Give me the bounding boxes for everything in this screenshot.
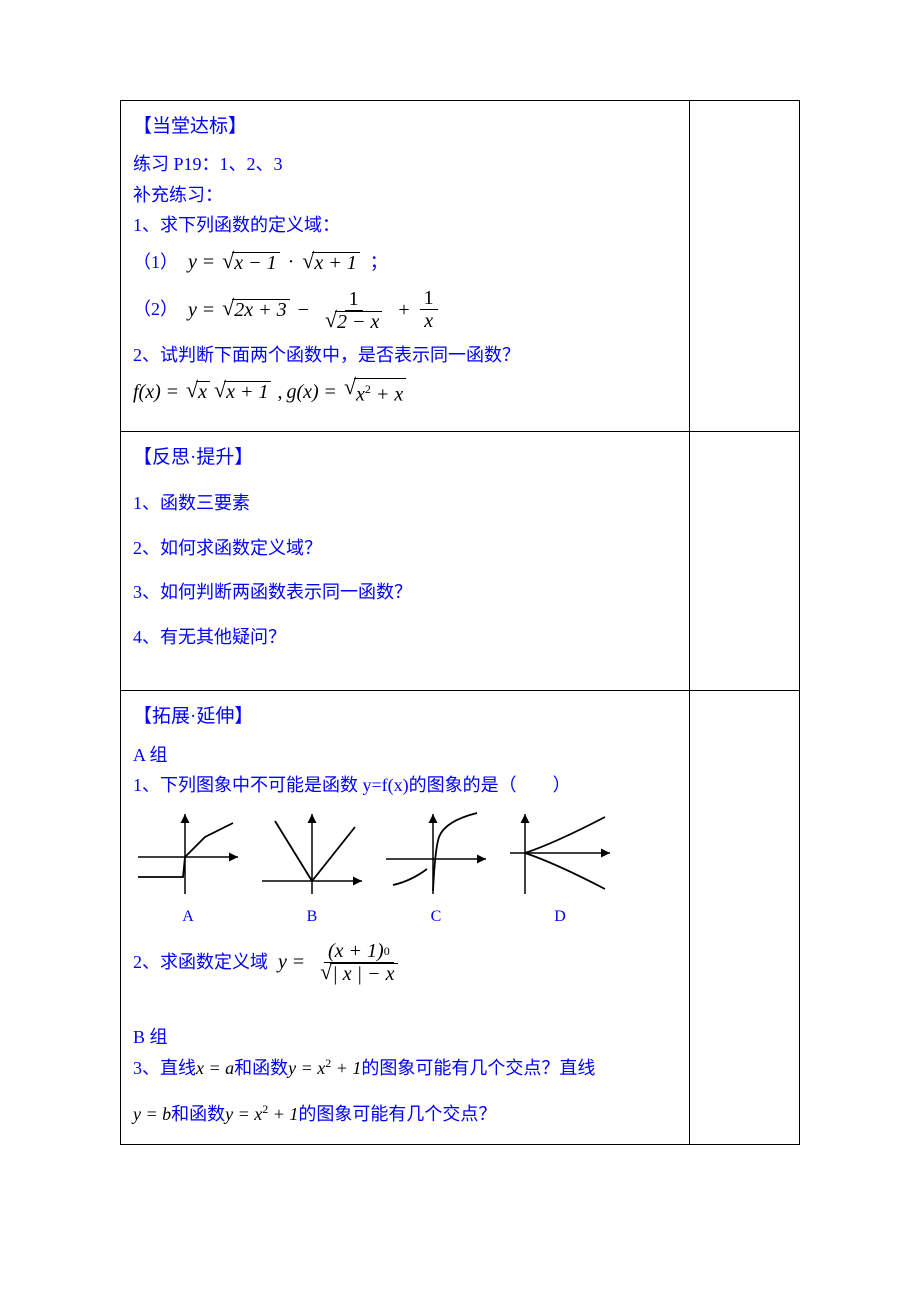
section-1-q1: 1、求下列函数的定义域： — [133, 210, 677, 241]
section-2-l3: 3、如何判断两函数表示同一函数？ — [133, 577, 677, 608]
graph-b: B — [257, 809, 367, 930]
q3b-post: 的图象可能有几个交点？ — [298, 1099, 496, 1130]
formula-fg: f(x) = √x √x + 1 , g(x) = √x2 + x — [133, 375, 677, 409]
formula-1-1: （1） y = √ x − 1 · √ x + 1 ； — [133, 245, 677, 279]
eq-sign: = — [203, 245, 214, 279]
frac-q2: (x + 1)0 √ | x | − x — [314, 940, 403, 984]
section-3-q3b: y = b 和函数 y = x2 + 1 的图象可能有几个交点？ — [133, 1099, 677, 1130]
graph-d-label: D — [554, 903, 566, 930]
q3a-post: 的图象可能有几个交点？直线 — [361, 1053, 595, 1084]
sqrt-2x-plus-3: √ 2x + 3 — [222, 299, 289, 320]
section-2-heading: 【反思·提升】 — [133, 442, 677, 474]
graph-a-label: A — [182, 903, 194, 930]
formula-1-1-prefix: （1） — [133, 247, 178, 278]
graph-b-svg — [257, 809, 367, 899]
page: 【当堂达标】 练习 P19：1、2、3 补充练习： 1、求下列函数的定义域： （… — [0, 0, 920, 1302]
content-table: 【当堂达标】 练习 P19：1、2、3 补充练习： 1、求下列函数的定义域： （… — [120, 100, 800, 1145]
graph-d: D — [505, 809, 615, 930]
graph-d-svg — [505, 809, 615, 899]
formula-1-1-tail: ； — [370, 247, 388, 278]
section-2-main: 【反思·提升】 1、函数三要素 2、如何求函数定义域？ 3、如何判断两函数表示同… — [121, 431, 690, 691]
section-3: 【拓展·延伸】 A 组 1、下列图象中不可能是函数 y=f(x)的图象的是（ ） — [121, 691, 689, 1143]
formula-1-2-prefix: （2） — [133, 294, 178, 325]
group-a-label: A 组 — [133, 740, 677, 771]
section-3-side — [689, 691, 799, 1144]
section-3-q3a: 3、直线 x = a 和函数 y = x2 + 1 的图象可能有几个交点？直线 — [133, 1053, 677, 1084]
graph-c-label: C — [431, 903, 442, 930]
var-y: y — [188, 245, 197, 279]
spacer-2 — [133, 992, 677, 1022]
math-y-eq-b: y = b — [133, 1099, 171, 1130]
frac-1-over-sqrt-2-minus-x: 1 √ 2 − x — [319, 288, 388, 332]
section-1-q2: 2、试判断下面两个函数中，是否表示同一函数？ — [133, 340, 677, 371]
section-1: 【当堂达标】 练习 P19：1、2、3 补充练习： 1、求下列函数的定义域： （… — [121, 101, 689, 431]
graphs-row: A B — [133, 809, 677, 930]
q3a-mid: 和函数 — [234, 1053, 288, 1084]
graph-c: C — [381, 809, 491, 930]
math-y-eq-x2-plus-1-a: y = x2 + 1 — [288, 1053, 361, 1084]
row-section-1: 【当堂达标】 练习 P19：1、2、3 补充练习： 1、求下列函数的定义域： （… — [121, 101, 800, 432]
graph-c-svg — [381, 809, 491, 899]
sqrt-x-minus-1: √ x − 1 — [222, 252, 279, 273]
math-y-eq-x2-plus-1-b: y = x2 + 1 — [225, 1099, 298, 1130]
group-b-label: B 组 — [133, 1022, 677, 1053]
sqrt-x-plus-1: √ x + 1 — [302, 252, 359, 273]
q3a-pre: 3、直线 — [133, 1053, 196, 1084]
graph-a: A — [133, 809, 243, 930]
q3b-mid: 和函数 — [171, 1099, 225, 1130]
section-1-line1: 练习 P19：1、2、3 — [133, 149, 677, 180]
graph-a-svg — [133, 809, 243, 899]
spacer — [133, 666, 677, 676]
section-3-q2-prefix: 2、求函数定义域 — [133, 947, 268, 978]
section-2: 【反思·提升】 1、函数三要素 2、如何求函数定义域？ 3、如何判断两函数表示同… — [121, 432, 689, 691]
graph-b-label: B — [307, 903, 318, 930]
section-2-l2: 2、如何求函数定义域？ — [133, 533, 677, 564]
section-1-heading: 【当堂达标】 — [133, 111, 677, 143]
section-2-side — [689, 431, 799, 691]
section-2-l1: 1、函数三要素 — [133, 488, 677, 519]
dot-op: · — [288, 245, 295, 279]
section-3-q1: 1、下列图象中不可能是函数 y=f(x)的图象的是（ ） — [133, 770, 677, 801]
frac-1-over-x: 1 x — [420, 287, 438, 332]
section-1-line2: 补充练习： — [133, 180, 677, 211]
section-3-main: 【拓展·延伸】 A 组 1、下列图象中不可能是函数 y=f(x)的图象的是（ ） — [121, 691, 690, 1144]
formula-3-2: 2、求函数定义域 y = (x + 1)0 √ | x | − x — [133, 940, 677, 984]
section-2-l4: 4、有无其他疑问？ — [133, 622, 677, 653]
section-1-main: 【当堂达标】 练习 P19：1、2、3 补充练习： 1、求下列函数的定义域： （… — [121, 101, 690, 432]
section-3-heading: 【拓展·延伸】 — [133, 701, 677, 733]
formula-1-2: （2） y = √ 2x + 3 − 1 √ — [133, 287, 677, 332]
row-section-2: 【反思·提升】 1、函数三要素 2、如何求函数定义域？ 3、如何判断两函数表示同… — [121, 431, 800, 691]
math-x-eq-a: x = a — [196, 1053, 234, 1084]
row-section-3: 【拓展·延伸】 A 组 1、下列图象中不可能是函数 y=f(x)的图象的是（ ） — [121, 691, 800, 1144]
section-1-side — [689, 101, 799, 432]
